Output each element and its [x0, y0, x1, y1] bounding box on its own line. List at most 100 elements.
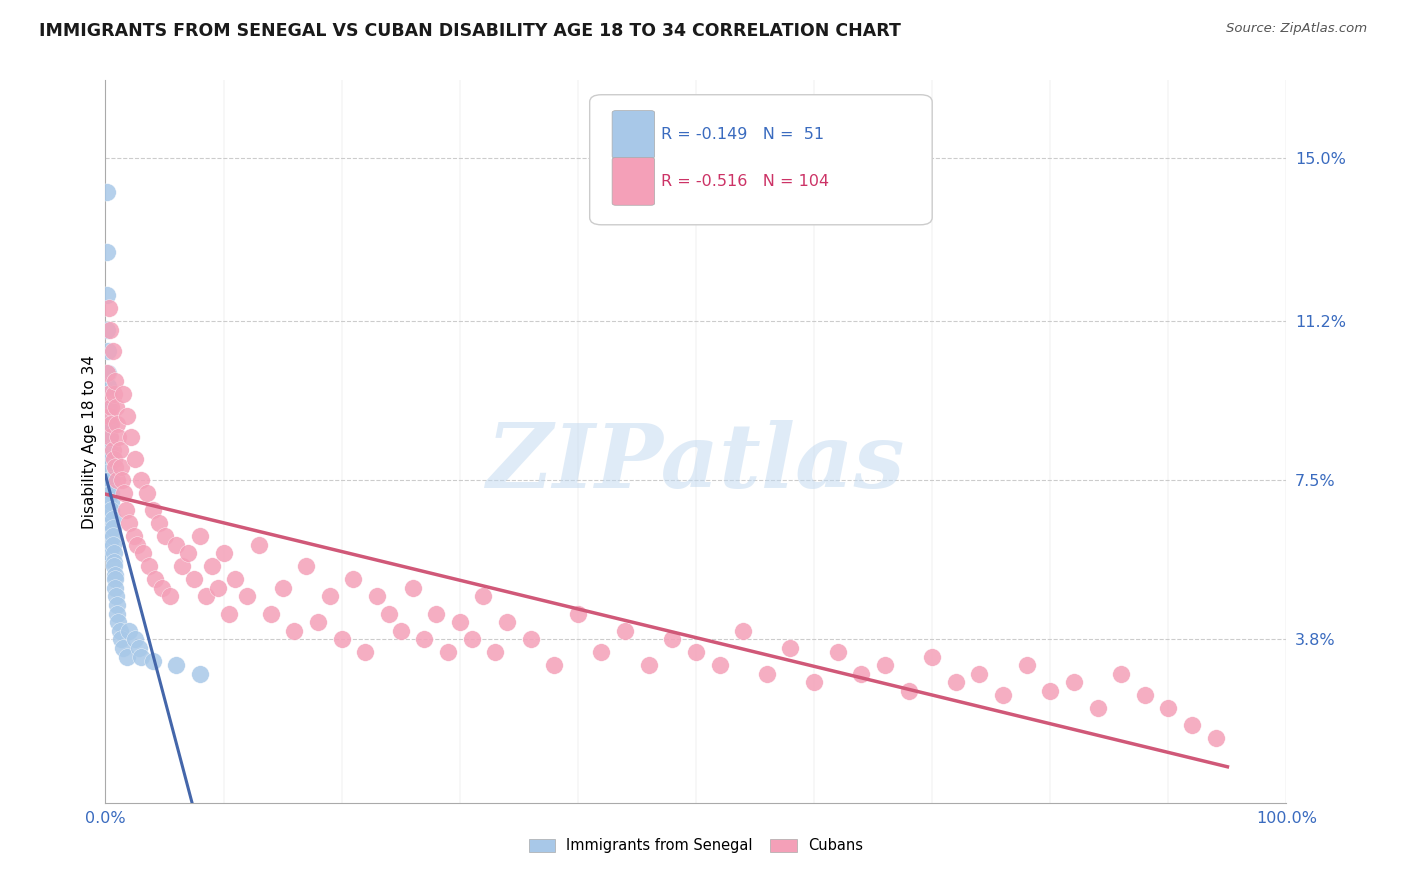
Point — [150, 581, 173, 595]
Point — [100, 417, 122, 432]
Point — [921, 649, 943, 664]
Point — [1205, 731, 1227, 746]
Text: ZIPatlas: ZIPatlas — [488, 420, 904, 507]
Point — [1181, 718, 1204, 732]
Point — [142, 654, 165, 668]
Point — [104, 572, 127, 586]
Point — [103, 546, 125, 560]
Point — [401, 581, 423, 595]
Point — [101, 529, 124, 543]
Point — [112, 486, 135, 500]
Point — [201, 559, 224, 574]
Point — [112, 640, 135, 655]
Point — [97, 378, 120, 392]
Point — [101, 538, 124, 552]
Point — [122, 529, 145, 543]
Point — [98, 491, 121, 505]
Point — [496, 615, 519, 630]
Point — [779, 640, 801, 655]
Text: Source: ZipAtlas.com: Source: ZipAtlas.com — [1226, 22, 1367, 36]
Point — [98, 409, 121, 423]
Point — [98, 482, 121, 496]
Point — [897, 684, 920, 698]
Point — [98, 323, 121, 337]
Point — [98, 430, 121, 444]
FancyBboxPatch shape — [589, 95, 932, 225]
Point — [98, 546, 121, 560]
Point — [183, 572, 205, 586]
Point — [709, 658, 731, 673]
Point — [1157, 701, 1180, 715]
Point — [104, 581, 127, 595]
Point — [138, 559, 160, 574]
Point — [118, 516, 141, 531]
Legend: Immigrants from Senegal, Cubans: Immigrants from Senegal, Cubans — [529, 838, 863, 854]
Point — [98, 524, 121, 539]
Point — [103, 387, 125, 401]
Point — [98, 473, 121, 487]
Point — [236, 590, 259, 604]
Point — [472, 590, 495, 604]
Point — [342, 572, 364, 586]
Point — [105, 590, 128, 604]
Point — [591, 645, 613, 659]
Point — [1109, 666, 1132, 681]
Point — [567, 607, 589, 621]
Point — [1087, 701, 1109, 715]
Point — [873, 658, 896, 673]
Point — [148, 516, 170, 531]
Point — [142, 503, 165, 517]
Point — [98, 516, 121, 531]
Point — [354, 645, 377, 659]
Point — [108, 624, 131, 638]
Point — [115, 409, 138, 423]
Point — [103, 559, 125, 574]
Point — [991, 688, 1014, 702]
Point — [98, 443, 121, 458]
Point — [96, 185, 118, 199]
Point — [98, 451, 121, 466]
Point — [97, 387, 120, 401]
Point — [107, 430, 129, 444]
Point — [755, 666, 778, 681]
Point — [108, 443, 131, 458]
Point — [307, 615, 329, 630]
Point — [98, 538, 121, 552]
Point — [98, 430, 121, 444]
Point — [98, 508, 121, 522]
Point — [851, 666, 873, 681]
Point — [247, 538, 270, 552]
Point — [460, 632, 482, 647]
Text: R = -0.149   N =  51: R = -0.149 N = 51 — [661, 127, 824, 142]
Point — [637, 658, 659, 673]
Point — [389, 624, 412, 638]
Point — [827, 645, 849, 659]
Point — [111, 473, 134, 487]
Point — [97, 366, 120, 380]
Point — [105, 607, 128, 621]
Point — [96, 366, 118, 380]
Point — [803, 675, 825, 690]
Point — [98, 417, 121, 432]
Point — [101, 443, 124, 458]
Point — [101, 520, 124, 534]
Point — [105, 400, 128, 414]
Point — [413, 632, 436, 647]
Point — [96, 288, 118, 302]
Point — [177, 546, 200, 560]
Point — [1063, 675, 1085, 690]
Point — [614, 624, 637, 638]
Point — [98, 465, 121, 479]
Point — [129, 649, 152, 664]
Point — [484, 645, 506, 659]
Point — [104, 460, 127, 475]
Point — [112, 387, 135, 401]
Point — [425, 607, 447, 621]
Point — [271, 581, 294, 595]
Point — [97, 344, 120, 359]
Point — [733, 624, 755, 638]
Point — [685, 645, 707, 659]
Point — [100, 473, 122, 487]
Point — [100, 486, 122, 500]
Point — [124, 451, 146, 466]
